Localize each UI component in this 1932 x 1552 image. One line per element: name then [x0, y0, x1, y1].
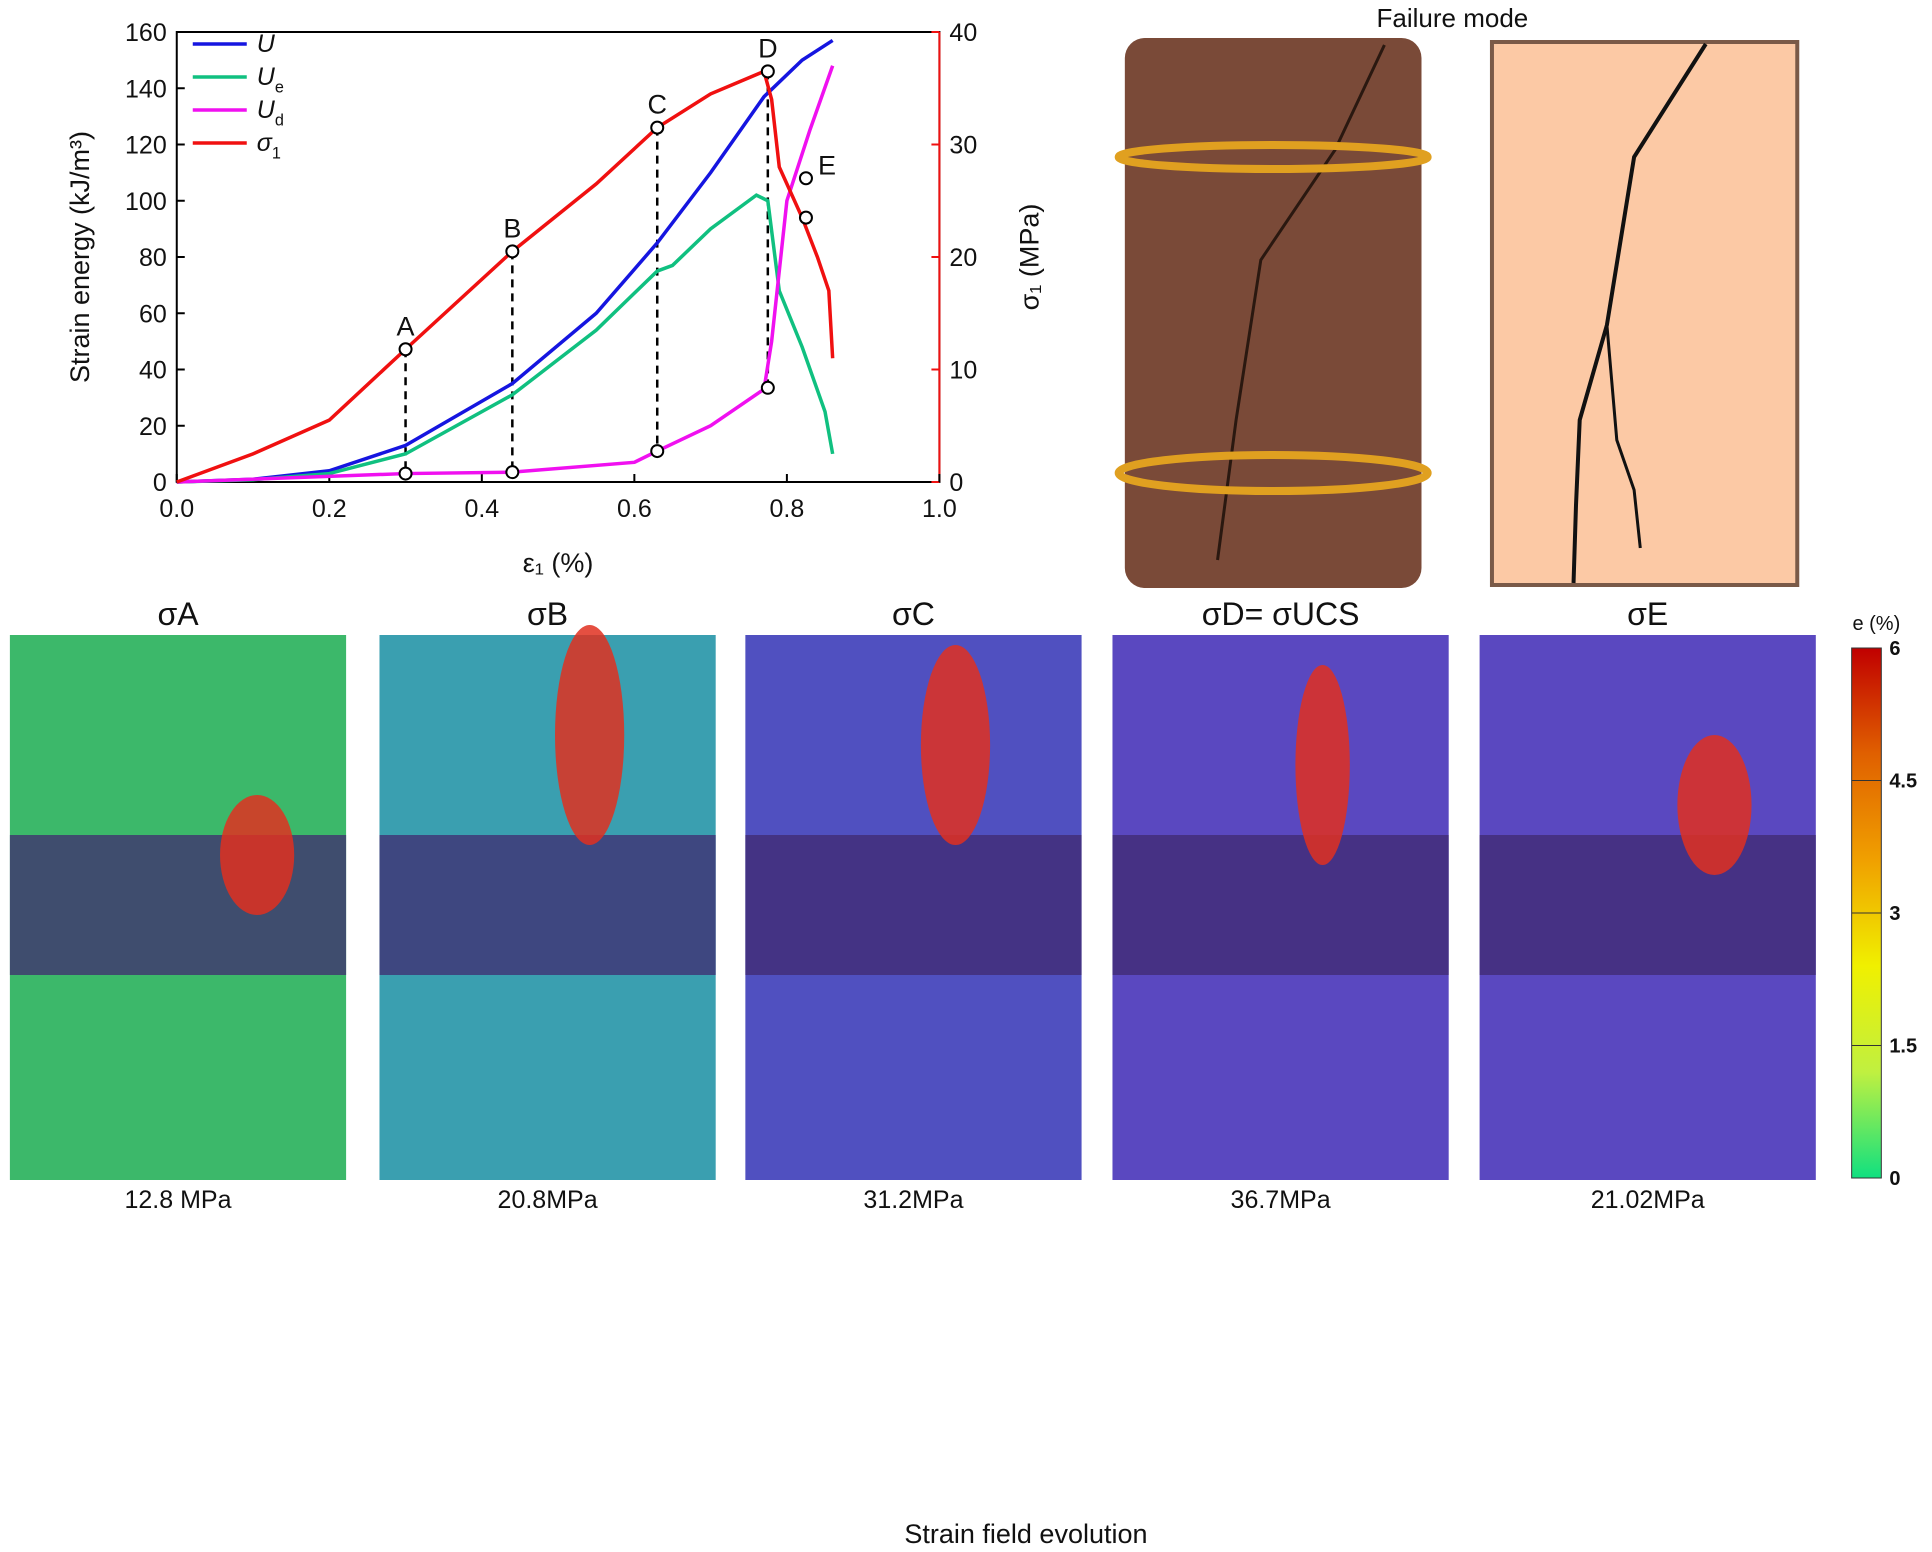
panel-title: σE — [1627, 596, 1668, 632]
colorbar-tick-label: 0 — [1889, 1168, 1900, 1190]
panel-caption: 31.2MPa — [863, 1186, 963, 1214]
clamp-chain — [1479, 835, 1816, 975]
point-marker — [798, 210, 813, 225]
y2-tick-label: 20 — [949, 244, 977, 272]
point-marker — [505, 465, 520, 480]
y-tick-label: 20 — [139, 413, 167, 441]
point-label: B — [503, 213, 521, 243]
y-axis-label: Strain energy (kJ/m³) — [65, 131, 95, 383]
colorbar-tick-label: 4.5 — [1889, 771, 1917, 793]
legend-label: U — [257, 30, 276, 58]
panel-caption: 20.8MPa — [498, 1186, 598, 1214]
y-tick-label: 160 — [125, 19, 167, 47]
series-line — [176, 38, 834, 484]
point-marker — [398, 342, 413, 357]
y-tick-label: 80 — [139, 244, 167, 272]
y-tick-label: 100 — [125, 188, 167, 216]
clamp-chain — [745, 835, 1082, 975]
x-tick-label: 0.0 — [159, 495, 194, 523]
colorbar-tick-label: 6 — [1889, 638, 1900, 660]
failure-title: Failure mode — [1377, 3, 1529, 33]
legend-label: Ue — [257, 63, 284, 97]
series-line — [176, 193, 835, 484]
strain-hotspot — [920, 645, 991, 845]
y2-tick-label: 40 — [949, 19, 977, 47]
strain-hotspot — [555, 625, 625, 845]
point-marker — [398, 466, 413, 481]
point-marker — [798, 171, 813, 186]
specimen-photo — [1124, 38, 1422, 588]
colorbar-tick-label: 3 — [1889, 903, 1900, 925]
panel-title: σB — [527, 596, 568, 632]
strain-field-title: Strain field evolution — [904, 1519, 1147, 1549]
y-tick-label: 60 — [139, 300, 167, 328]
sketch-crack — [1605, 324, 1642, 549]
x-tick-label: 0.2 — [312, 495, 347, 523]
strain-hotspot — [220, 795, 295, 915]
panel-title: σC — [892, 596, 935, 632]
legend-label: σ1 — [257, 129, 281, 163]
panel-caption: 12.8 MPa — [124, 1186, 231, 1214]
y-tick-label: 40 — [139, 357, 167, 385]
y-tick-label: 0 — [153, 469, 167, 497]
x-axis-label: ε₁ (%) — [523, 548, 594, 578]
legend-label: Ud — [257, 96, 284, 130]
rubber-band — [1114, 141, 1432, 173]
point-label: A — [397, 311, 415, 341]
y2-tick-label: 10 — [949, 357, 977, 385]
crack — [1216, 44, 1386, 561]
y-tick-label: 140 — [125, 75, 167, 103]
x-tick-label: 0.6 — [617, 495, 652, 523]
point-marker — [760, 64, 775, 79]
y2-tick-label: 30 — [949, 132, 977, 160]
rubber-band — [1114, 451, 1432, 495]
sketch — [1489, 40, 1800, 587]
strain-hotspot — [1295, 665, 1350, 865]
series-line — [176, 65, 835, 484]
sketch-crack — [1571, 42, 1708, 584]
point-marker — [760, 380, 775, 395]
panel-caption: 36.7MPa — [1231, 1186, 1331, 1214]
y2-axis-label: σ₁ (MPa) — [1014, 204, 1044, 311]
y-tick-label: 120 — [125, 132, 167, 160]
x-tick-label: 1.0 — [922, 495, 957, 523]
series-line — [176, 68, 835, 484]
clamp-chain — [379, 835, 716, 975]
clamp-chain — [9, 835, 347, 975]
colorbar-tick-label: 1.5 — [1889, 1036, 1917, 1058]
point-marker — [650, 120, 665, 135]
y2-tick-label: 0 — [949, 469, 963, 497]
point-label: D — [758, 33, 778, 63]
point-marker — [505, 244, 520, 259]
strain-hotspot — [1677, 735, 1752, 875]
panel-title: σD= σUCS — [1202, 596, 1360, 632]
point-marker — [650, 444, 665, 459]
panel-title: σA — [157, 596, 199, 632]
point-label: C — [647, 90, 667, 120]
x-tick-label: 0.8 — [770, 495, 805, 523]
panel-caption: 21.02MPa — [1591, 1186, 1705, 1214]
point-label: E — [818, 150, 836, 180]
colorbar-title: e (%) — [1852, 613, 1900, 635]
clamp-chain — [1112, 835, 1449, 975]
x-tick-label: 0.4 — [464, 495, 499, 523]
